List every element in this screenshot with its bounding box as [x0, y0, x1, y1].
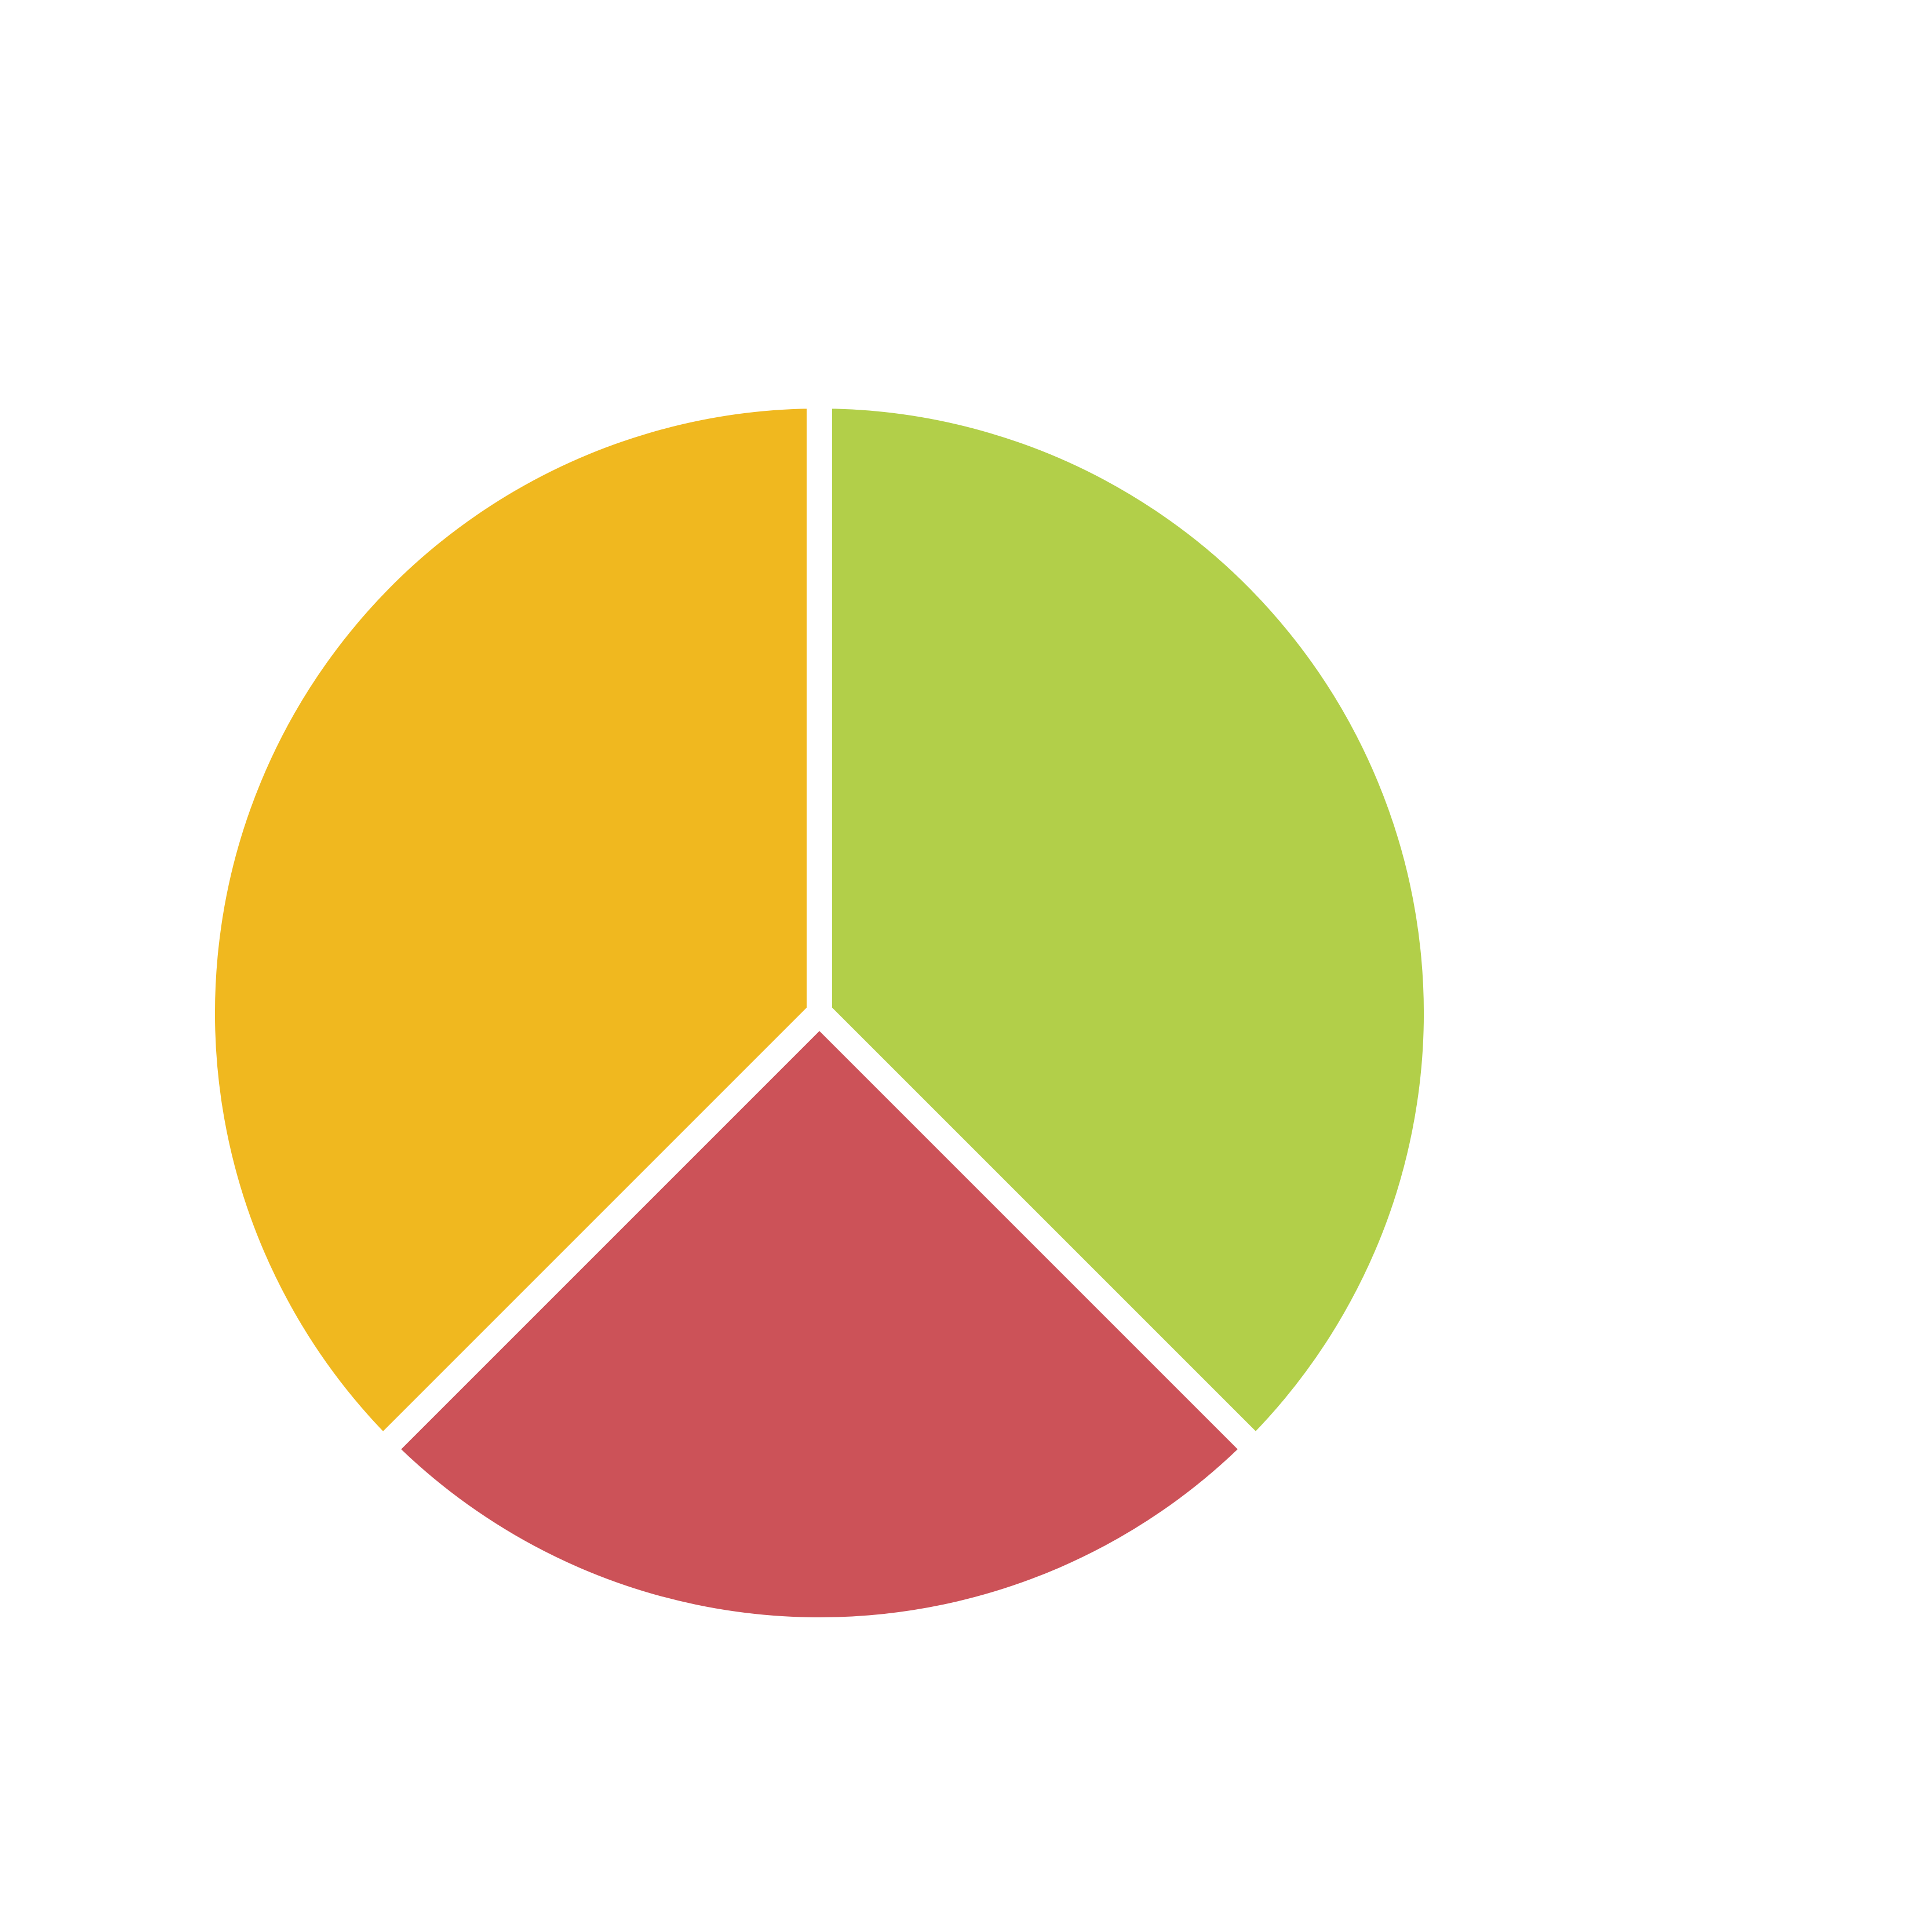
pie-slice	[370, 1000, 1269, 1643]
pie-slice	[807, 383, 1450, 1463]
pie-slice	[189, 383, 832, 1463]
